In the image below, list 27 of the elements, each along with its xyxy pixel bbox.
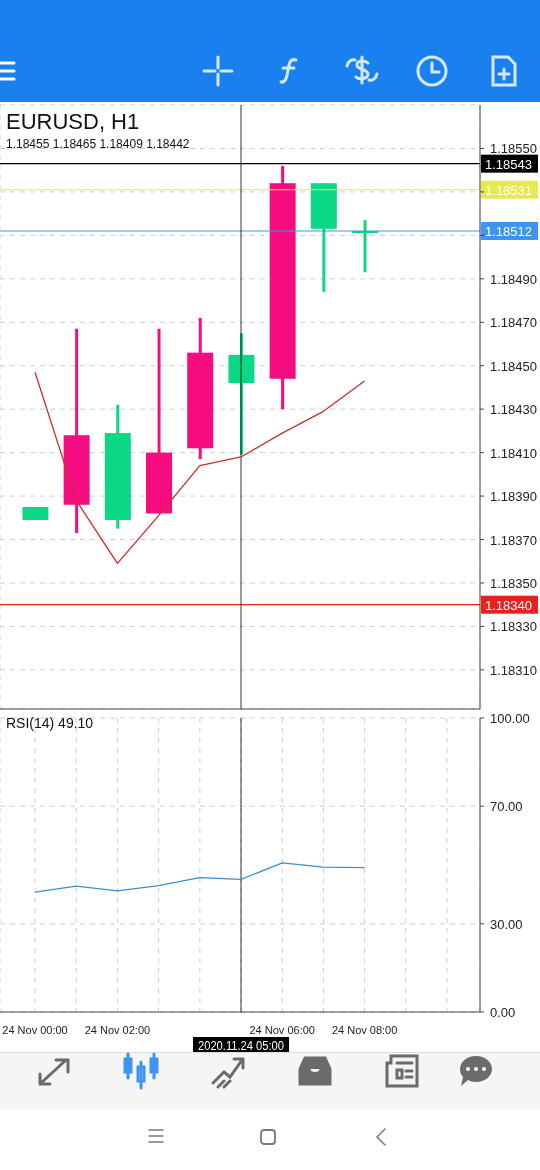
y-tick-label: 30.00 [490,916,523,932]
y-tick-label: 1.18330 [490,619,537,635]
y-tick-label: 100.00 [490,711,530,726]
y-tick-label: 70.00 [490,799,523,815]
y-tick-label: 1.18350 [490,575,537,591]
x-tick-label: 24 Nov 02:00 [84,1024,151,1036]
x-tick-label: 24 Nov 06:00 [249,1024,315,1036]
y-tick-label: 1.18310 [490,662,537,678]
y-tick-label: 1.18450 [490,358,537,374]
ref-line-label: 1.18531 [485,182,532,198]
y-tick-label: 1.18470 [490,315,537,331]
x-tick-label: 24 Nov 08:00 [331,1024,398,1036]
x-tick-label: 2020.11.24 05:00 [198,1039,291,1053]
y-tick-label: 1.18370 [490,532,537,548]
ref-line-label: 1.18512 [485,224,532,240]
text: 1.18455 1.18465 1.18409 1.18442 [6,137,190,151]
y-tick-label: 1.18490 [490,271,537,287]
y-tick-label: 1.18410 [490,445,537,461]
y-tick-label: 1.18390 [490,489,537,505]
y-tick-label: 0.00 [490,1005,516,1020]
y-tick-label: 1.18430 [490,402,537,418]
x-tick-label: 24 Nov 00:00 [2,1024,68,1036]
chart-title: EURUSD, H1 [6,109,141,135]
y-tick-label: 1.18550 [490,141,537,157]
ref-line-label: 1.18543 [485,156,532,172]
ref-line-label: 1.18340 [485,597,532,613]
chart-title: RSI(14) 49.10 [6,715,94,731]
